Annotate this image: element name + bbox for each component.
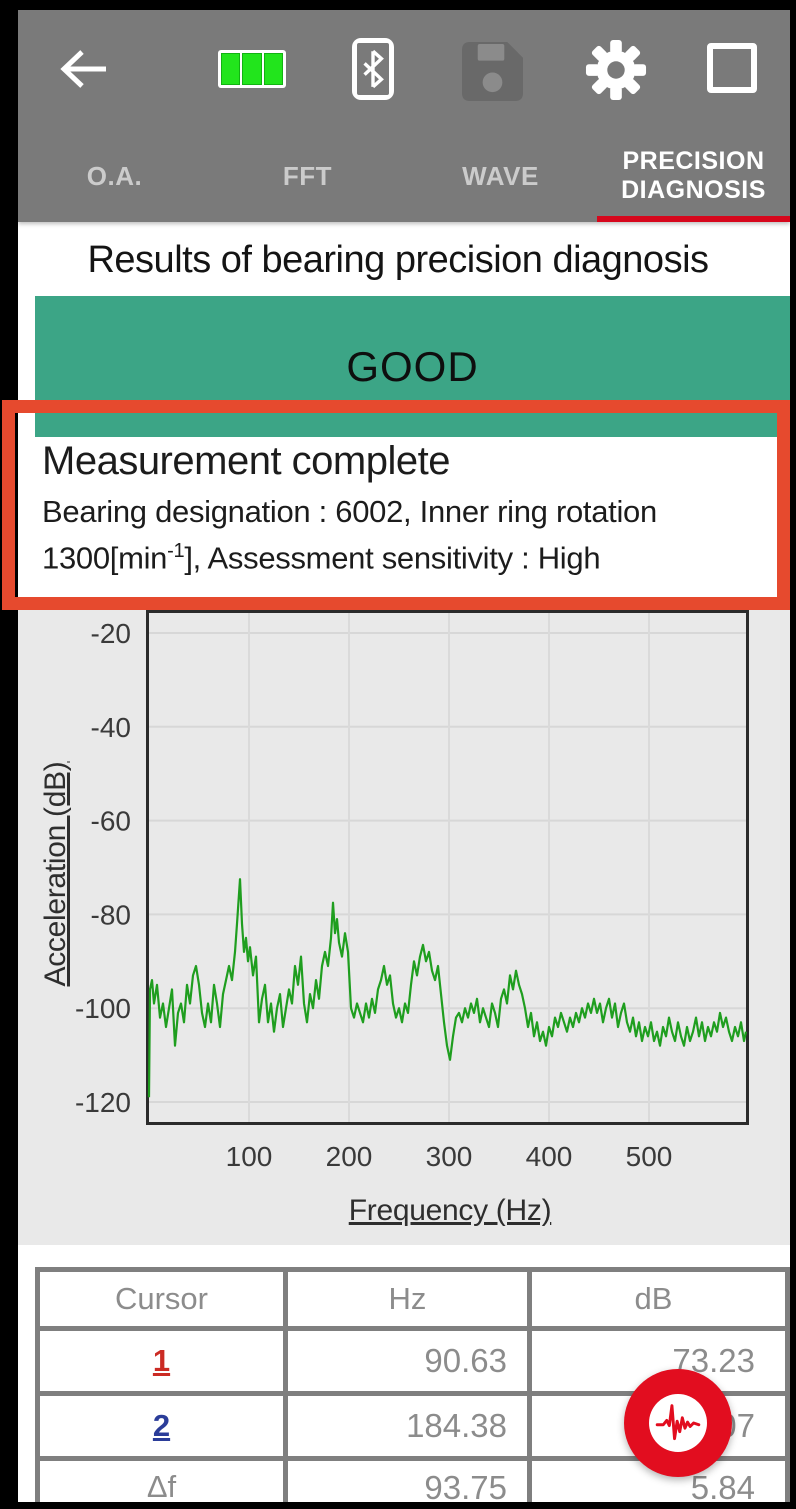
cursor-1-hz: 90.63 (283, 1331, 527, 1391)
toolbar: O.A. FFT WAVE PRECISION DIAGNOSIS (18, 10, 790, 222)
svg-text:200: 200 (326, 1141, 373, 1172)
square-window-icon[interactable] (707, 43, 757, 93)
tab-wave[interactable]: WAVE (462, 160, 539, 191)
battery-icon (218, 50, 286, 88)
svg-text:-40: -40 (91, 712, 131, 743)
spectrum-chart[interactable]: -20 -40 -60 -80 -100 -120 100 200 300 400 500 Acce… (18, 608, 790, 1245)
cursor-2-hz: 184.38 (283, 1396, 527, 1456)
svg-text:500: 500 (626, 1141, 673, 1172)
status-bar-strip (0, 0, 796, 10)
tab-precision-diagnosis[interactable]: PRECISION DIAGNOSIS (621, 146, 766, 205)
save-icon[interactable] (462, 42, 523, 101)
table-header-row: Cursor Hz dB (40, 1272, 785, 1326)
measurement-line1: Bearing designation : 6002, Inner ring r… (42, 494, 657, 529)
bluetooth-glyph (357, 43, 389, 95)
svg-text:-100: -100 (75, 993, 131, 1024)
left-edge-strip (0, 0, 18, 1509)
battery-bar (263, 53, 283, 85)
svg-text:-20: -20 (91, 618, 131, 649)
header-db: dB (527, 1272, 775, 1326)
tab-fft[interactable]: FFT (282, 160, 333, 191)
y-axis-label: Acceleration (dB) (39, 761, 72, 987)
measurement-summary: Measurement complete Bearing designation… (42, 437, 762, 595)
svg-text:400: 400 (526, 1141, 573, 1172)
cursor-2-link[interactable]: 2 (152, 1408, 171, 1443)
spectrum-plot-area[interactable]: -20 -40 -60 -80 -100 -120 100 200 300 400 500 (18, 608, 790, 1245)
header-cursor: Cursor (114, 1281, 208, 1316)
bottom-edge-strip (0, 1502, 796, 1509)
svg-text:100: 100 (226, 1141, 273, 1172)
measure-fab-button[interactable] (624, 1369, 732, 1477)
battery-bar (221, 53, 241, 85)
measurement-title: Measurement complete (42, 439, 450, 483)
measurement-line2: 1300[min-1], Assessment sensitivity : Hi… (42, 540, 601, 576)
right-edge-strip (790, 0, 796, 1509)
diagnosis-status-banner: GOOD (35, 296, 790, 437)
header-hz: Hz (283, 1272, 527, 1326)
delta-f-db: 5.84 (527, 1461, 775, 1509)
battery-bar (242, 53, 262, 85)
vibration-waveform-icon (649, 1394, 707, 1452)
active-tab-underline (597, 216, 790, 222)
settings-gear-icon[interactable] (585, 39, 647, 101)
delta-f-label: Δf (146, 1469, 177, 1504)
svg-text:300: 300 (426, 1141, 473, 1172)
tab-bar: O.A. FFT WAVE PRECISION DIAGNOSIS (18, 130, 790, 222)
page-title: Results of bearing precision diagnosis (87, 238, 709, 281)
bluetooth-icon (352, 38, 394, 100)
delta-f-hz: 93.75 (283, 1461, 527, 1509)
svg-text:-80: -80 (91, 899, 131, 930)
back-arrow-icon[interactable] (58, 47, 110, 91)
table-row: Δf 93.75 5.84 (40, 1456, 785, 1509)
tab-oa[interactable]: O.A. (86, 160, 143, 191)
svg-text:-60: -60 (91, 806, 131, 837)
x-axis-label: Frequency (Hz) (348, 1194, 552, 1227)
cursor-1-link[interactable]: 1 (152, 1343, 171, 1378)
svg-text:-120: -120 (75, 1087, 131, 1118)
